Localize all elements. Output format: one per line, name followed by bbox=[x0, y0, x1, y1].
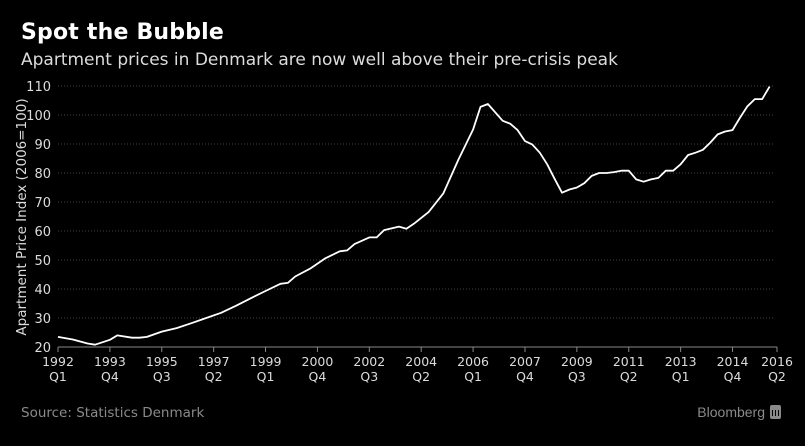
x-tick-label-year: 1997 bbox=[198, 354, 230, 369]
gridlines bbox=[58, 85, 775, 319]
x-tick-label-year: 2000 bbox=[302, 354, 334, 369]
y-axis-label: Apartment Price Index (2006=100) bbox=[14, 98, 30, 335]
chart-subtitle: Apartment prices in Denmark are now well… bbox=[21, 50, 618, 70]
series-line bbox=[57, 86, 771, 346]
x-tick-label-quarter: Q4 bbox=[724, 369, 742, 384]
x-tick-label-year: 2007 bbox=[509, 354, 541, 369]
x-tick-label-quarter: Q2 bbox=[205, 369, 223, 384]
x-tick-label-year: 2013 bbox=[665, 354, 697, 369]
x-tick-label-quarter: Q4 bbox=[101, 369, 119, 384]
x-tick-label-year: 2009 bbox=[561, 354, 593, 369]
y-tick-label: 20 bbox=[34, 341, 51, 356]
x-tick-label-year: 2002 bbox=[353, 354, 385, 369]
x-tick-label-quarter: Q1 bbox=[49, 369, 67, 384]
x-tick-label-year: 1993 bbox=[94, 354, 126, 369]
y-axis-ticks: 20 30 40 50 60 70 80 90 100 110 bbox=[26, 80, 51, 356]
x-tick-label-quarter: Q1 bbox=[257, 369, 275, 384]
x-tick-label-quarter: Q1 bbox=[672, 369, 690, 384]
chart-title: Spot the Bubble bbox=[21, 20, 225, 45]
x-tick-label-quarter: Q3 bbox=[153, 369, 171, 384]
source-note: Source: Statistics Denmark bbox=[21, 405, 205, 421]
x-tick-label-year: 2006 bbox=[457, 354, 489, 369]
x-tick-label-quarter: Q2 bbox=[412, 369, 430, 384]
x-tick-label-quarter: Q3 bbox=[360, 369, 378, 384]
x-tick-label-year: 2014 bbox=[717, 354, 749, 369]
x-tick-label-quarter: Q2 bbox=[620, 369, 638, 384]
y-tick-label: 100 bbox=[26, 109, 51, 124]
x-tick-label-year: 1999 bbox=[250, 354, 282, 369]
x-tick-label-quarter: Q3 bbox=[568, 369, 586, 384]
x-tick-label-quarter: Q1 bbox=[464, 369, 482, 384]
x-tick-label-year: 1992 bbox=[42, 354, 74, 369]
brand-logo: Bloomberg bbox=[697, 404, 781, 420]
x-tick-label-quarter: Q4 bbox=[516, 369, 534, 384]
x-tick-label-year: 1995 bbox=[146, 354, 178, 369]
x-axis: 1992Q11993Q41995Q31997Q21999Q12000Q42002… bbox=[42, 346, 793, 384]
y-tick-label: 30 bbox=[34, 312, 51, 327]
brand-name: Bloomberg bbox=[697, 404, 765, 420]
x-tick-label-quarter: Q2 bbox=[768, 369, 786, 384]
y-tick-label: 80 bbox=[34, 167, 51, 182]
series-group bbox=[57, 86, 771, 346]
x-tick-label-year: 2004 bbox=[405, 354, 437, 369]
bloomberg-chart-icon bbox=[770, 405, 781, 419]
y-tick-label: 70 bbox=[34, 196, 51, 211]
x-tick-label-year: 2016 bbox=[761, 354, 793, 369]
x-tick-label-year: 2011 bbox=[613, 354, 645, 369]
y-tick-label: 110 bbox=[26, 80, 51, 95]
x-tick-label-quarter: Q4 bbox=[309, 369, 327, 384]
y-tick-label: 50 bbox=[34, 254, 51, 269]
y-tick-label: 90 bbox=[34, 138, 51, 153]
y-tick-label: 60 bbox=[34, 225, 51, 240]
y-tick-label: 40 bbox=[34, 283, 51, 298]
